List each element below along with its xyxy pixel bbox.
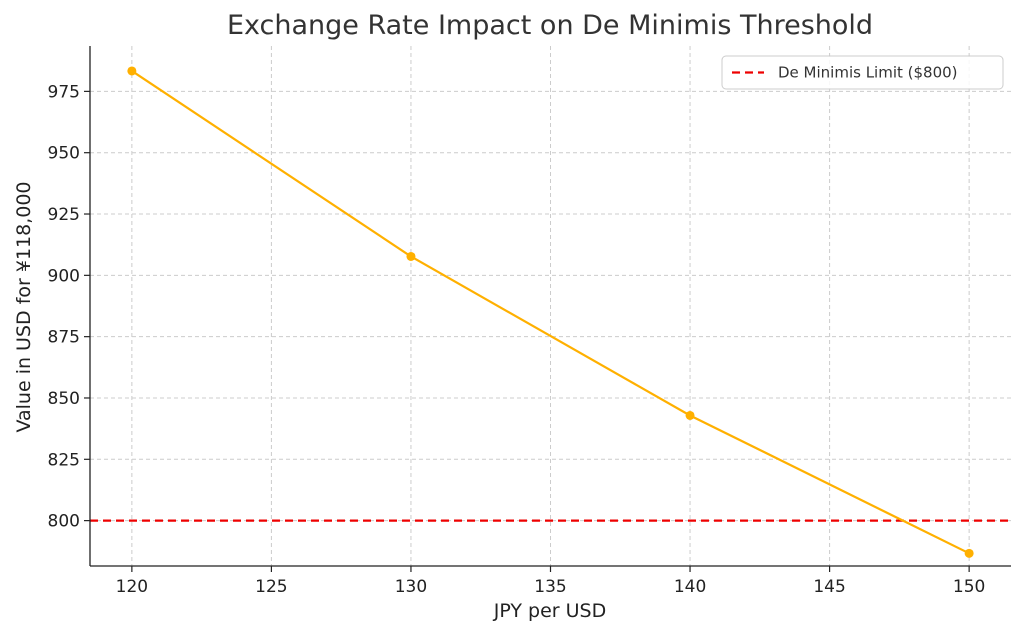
y-tick-label: 825 [48,450,80,470]
y-tick-label: 925 [48,205,80,225]
x-tick-label: 135 [534,577,566,597]
y-tick-label: 875 [48,328,80,348]
y-tick-label: 950 [48,144,80,164]
y-tick-label: 850 [48,389,80,409]
data-point [964,548,974,558]
legend-entry: De Minimis Limit ($800) [778,64,958,82]
x-tick-label: 140 [674,577,706,597]
series-line [131,70,970,555]
x-tick-label: 145 [813,577,845,597]
y-tick-label: 800 [48,512,80,532]
y-tick-label: 975 [48,82,80,102]
data-point [685,410,695,420]
x-tick-label: 125 [255,577,287,597]
x-axis-label: JPY per USD [493,600,607,622]
legend-box [721,55,1004,90]
x-tick-label: 130 [395,577,427,597]
x-tick-label: 120 [116,577,148,597]
chart-title: Exchange Rate Impact on De Minimis Thres… [227,10,873,41]
data-point [127,66,137,76]
grid [90,46,1011,566]
legend: De Minimis Limit ($800) [721,55,1004,90]
y-axis-label: Value in USD for ¥118,000 [13,181,35,432]
ticks: 120 125 130 135 140 145 150 800 825 850 875 900 925 9… [48,82,986,597]
x-tick-label: 150 [953,577,985,597]
data-point [406,251,416,261]
series [127,66,974,558]
y-tick-label: 900 [48,266,80,286]
